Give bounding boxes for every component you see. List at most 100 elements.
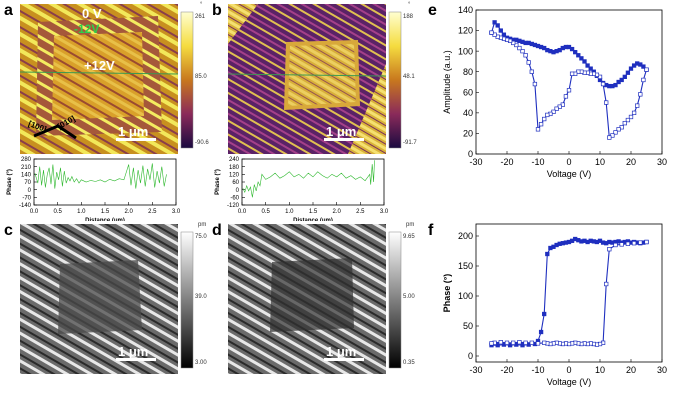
- colorbar-b-max: 188: [403, 14, 414, 20]
- data-point: [628, 114, 634, 120]
- x-tick-label: -20: [500, 157, 513, 167]
- y-tick-label: 0: [28, 188, 32, 194]
- data-point: [628, 66, 634, 71]
- data-point: [495, 23, 500, 28]
- data-point: [569, 46, 575, 52]
- series-line-0: [34, 163, 167, 189]
- x-tick-label: 1.5: [101, 209, 110, 215]
- data-point: [613, 130, 618, 135]
- colorbar-a: [180, 11, 194, 149]
- data-point: [498, 28, 503, 33]
- plot-frame: [475, 9, 663, 155]
- data-point: [529, 340, 534, 345]
- data-point: [582, 59, 587, 64]
- x-tick-label: 1.5: [309, 209, 318, 215]
- colorbar-d: [388, 231, 402, 369]
- data-point: [622, 120, 627, 126]
- x-tick-label: 2.5: [148, 209, 157, 215]
- y-tick-label: 210: [21, 165, 32, 171]
- data-point: [545, 112, 550, 118]
- data-point: [625, 241, 631, 246]
- colorbar-a-unit: °: [200, 2, 203, 8]
- data-point: [526, 60, 531, 65]
- colorbar-a-min: -90.6: [195, 140, 209, 146]
- y-tick-label: 100: [458, 46, 473, 56]
- pfm-phase-image-b: [228, 4, 386, 154]
- data-point: [631, 241, 637, 246]
- data-point: [535, 127, 541, 132]
- x-tick-label: 3.0: [380, 209, 389, 215]
- data-point: [532, 81, 538, 87]
- y-tick-label: 70: [24, 180, 31, 186]
- scalebar-c: [116, 358, 156, 361]
- data-point: [545, 251, 550, 257]
- y-tick-label: 40: [463, 108, 473, 118]
- x-tick-label: -30: [469, 365, 482, 375]
- data-point: [576, 53, 581, 58]
- scalebar-label-d: 1 μm: [326, 344, 357, 359]
- y-tick-label: 120: [458, 26, 473, 36]
- data-point: [538, 329, 544, 335]
- x-tick-label: 0.5: [261, 209, 270, 215]
- colorbar-d-unit: pm: [406, 222, 415, 228]
- data-point: [604, 281, 609, 287]
- x-tick-label: 2.0: [124, 209, 133, 215]
- y-tick-label: 80: [463, 67, 473, 77]
- data-point: [517, 45, 522, 51]
- x-tick-label: 1.0: [285, 209, 294, 215]
- pfm-phase-image-a: [20, 4, 178, 154]
- label-minus12v: -12V: [74, 22, 100, 36]
- data-point: [538, 122, 544, 127]
- data-point: [625, 70, 631, 75]
- y-tick-label: 0: [236, 188, 240, 194]
- colorbar-b-min: -91.7: [403, 140, 417, 146]
- data-point: [573, 50, 578, 55]
- x-tick-label: -30: [469, 157, 482, 167]
- y-tick-label: -140: [19, 203, 32, 209]
- data-point: [631, 110, 637, 116]
- scalebar-label-b: 1 μm: [326, 124, 357, 139]
- data-point: [523, 53, 528, 58]
- x-tick-label: 0: [566, 157, 571, 167]
- colorbar-d-max: 9.65: [403, 234, 415, 240]
- data-point: [619, 242, 624, 247]
- data-point: [498, 340, 503, 345]
- data-point: [569, 71, 575, 76]
- data-point: [520, 48, 525, 54]
- data-point: [504, 340, 510, 345]
- data-point: [511, 340, 516, 345]
- y-tick-label: 60: [232, 180, 239, 186]
- data-point: [501, 32, 507, 37]
- colorbar-a-mid: 85.0: [195, 74, 207, 80]
- data-point: [644, 67, 649, 72]
- data-point: [529, 69, 534, 74]
- x-tick-label: 10: [595, 365, 605, 375]
- colorbar-c-min: 3.00: [195, 360, 207, 366]
- x-axis-label: Distance (μm): [293, 218, 333, 221]
- data-point: [495, 343, 500, 348]
- data-point: [625, 117, 631, 123]
- colorbar-c-max: 75.0: [195, 234, 207, 240]
- data-point: [616, 127, 621, 132]
- data-point: [523, 340, 528, 345]
- data-point: [638, 240, 643, 245]
- panel-label-a: a: [4, 2, 13, 19]
- data-point: [489, 30, 494, 35]
- data-point: [600, 81, 606, 87]
- data-point: [542, 340, 547, 345]
- label-plus12v: +12V: [84, 58, 115, 73]
- data-point: [507, 343, 513, 348]
- label-0v: 0 V: [82, 6, 102, 21]
- x-tick-label: 2.5: [356, 209, 365, 215]
- x-tick-label: 20: [626, 157, 636, 167]
- data-point: [607, 135, 612, 140]
- x-tick-label: 2.0: [332, 209, 341, 215]
- panel-label-c: c: [4, 222, 13, 239]
- x-tick-label: 0.0: [30, 209, 39, 215]
- data-point: [635, 103, 640, 108]
- data-point: [566, 88, 572, 93]
- panel-label-e: e: [428, 2, 437, 19]
- data-point: [641, 77, 646, 83]
- colorbar-d-mid: 5.00: [403, 294, 415, 300]
